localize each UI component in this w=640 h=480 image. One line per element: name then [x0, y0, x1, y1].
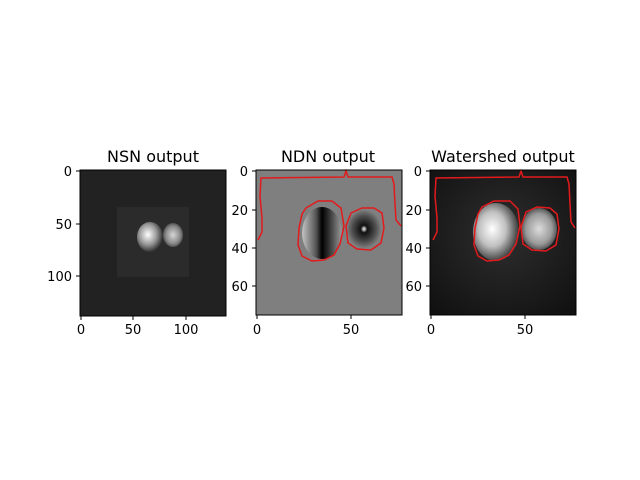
segmentation-contours	[257, 168, 402, 262]
image-ndn	[256, 168, 402, 315]
y-tick-label: 0	[64, 165, 72, 180]
segmentation-contours	[432, 168, 576, 262]
panel-ndn: NDN output 0 20 40 60 0 50	[231, 147, 403, 338]
x-tick-label: 50	[125, 323, 142, 338]
x-axis: 0 50 100	[77, 316, 199, 338]
cell-blob	[347, 210, 381, 248]
y-tick-label: 60	[405, 280, 422, 295]
axes-frame	[79, 169, 227, 317]
x-tick-label: 0	[77, 323, 85, 338]
panel-title: NDN output	[281, 147, 375, 166]
cell-blob	[302, 207, 342, 259]
y-tick-label: 50	[55, 218, 72, 233]
x-tick-label: 50	[343, 323, 360, 338]
y-tick-label: 40	[405, 242, 422, 257]
cell-blob	[521, 208, 557, 250]
contour-outline	[432, 168, 576, 241]
contour-outline	[473, 200, 521, 262]
y-tick-label: 20	[231, 204, 248, 219]
y-tick-label: 100	[47, 270, 72, 285]
cell-blob	[137, 222, 163, 252]
panel-watershed: Watershed output 0 20 40 60 0	[405, 147, 577, 338]
image-nsn	[80, 170, 226, 316]
x-axis: 0 50	[427, 315, 533, 338]
axes-frame	[429, 169, 577, 316]
contour-outline	[520, 206, 560, 252]
image-watershed	[430, 168, 576, 315]
y-tick-label: 20	[405, 204, 422, 219]
x-tick-label: 100	[174, 323, 199, 338]
panel-nsn: NSN output 0 50 100 0 50 100	[47, 147, 227, 338]
x-tick-label: 50	[517, 323, 534, 338]
x-tick-label: 0	[253, 323, 261, 338]
y-tick-label: 0	[414, 165, 422, 180]
contour-outline	[297, 200, 345, 262]
x-axis: 0 50	[253, 315, 359, 338]
y-axis: 0 20 40 60	[231, 165, 256, 295]
x-tick-label: 0	[427, 323, 435, 338]
y-axis: 0 20 40 60	[405, 165, 430, 295]
contour-outline	[257, 168, 402, 241]
cell-blob	[163, 223, 183, 247]
y-tick-label: 60	[231, 280, 248, 295]
contour-outline	[345, 207, 385, 251]
panel-title: Watershed output	[431, 147, 575, 166]
y-axis: 0 50 100	[47, 165, 80, 285]
cell-blob	[473, 203, 519, 261]
y-tick-label: 40	[231, 242, 248, 257]
y-tick-label: 0	[240, 165, 248, 180]
panel-title: NSN output	[107, 147, 199, 166]
axes-frame	[255, 169, 403, 316]
